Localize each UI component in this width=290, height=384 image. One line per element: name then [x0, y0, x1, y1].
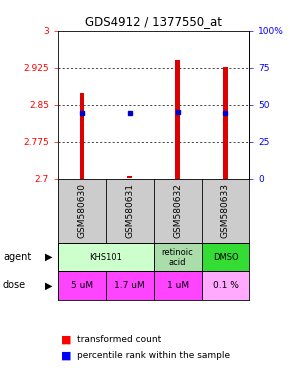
Title: GDS4912 / 1377550_at: GDS4912 / 1377550_at	[85, 15, 222, 28]
Text: ▶: ▶	[45, 252, 52, 262]
Text: ■: ■	[61, 335, 71, 345]
Text: DMSO: DMSO	[213, 253, 238, 262]
Text: 0.1 %: 0.1 %	[213, 281, 238, 290]
Bar	[106, 271, 154, 300]
Bar	[223, 67, 228, 179]
Text: agent: agent	[3, 252, 31, 262]
Text: dose: dose	[3, 280, 26, 290]
Bar	[79, 93, 84, 179]
Text: transformed count: transformed count	[77, 335, 161, 344]
Text: 1.7 uM: 1.7 uM	[114, 281, 145, 290]
Text: retinoic
acid: retinoic acid	[162, 248, 193, 266]
Bar	[175, 60, 180, 179]
Bar	[58, 271, 106, 300]
Text: GSM580630: GSM580630	[77, 183, 86, 238]
Text: 1 uM: 1 uM	[166, 281, 189, 290]
Text: GSM580632: GSM580632	[173, 184, 182, 238]
Bar	[58, 243, 154, 271]
Text: ■: ■	[61, 350, 71, 360]
Bar	[202, 271, 249, 300]
Text: 5 uM: 5 uM	[71, 281, 93, 290]
Bar	[154, 243, 202, 271]
Bar	[127, 175, 132, 177]
Bar	[202, 243, 249, 271]
Bar	[154, 271, 202, 300]
Text: KHS101: KHS101	[89, 253, 122, 262]
Text: GSM580631: GSM580631	[125, 183, 134, 238]
Text: ▶: ▶	[45, 280, 52, 290]
Text: percentile rank within the sample: percentile rank within the sample	[77, 351, 230, 360]
Text: GSM580633: GSM580633	[221, 183, 230, 238]
